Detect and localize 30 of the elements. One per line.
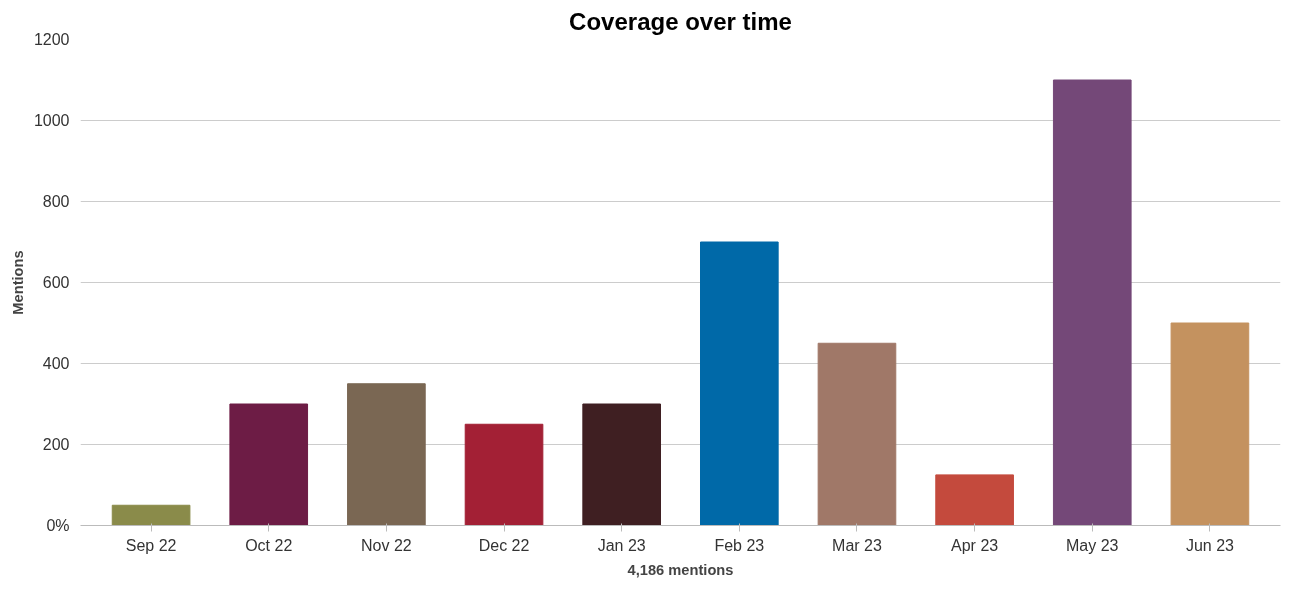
bar: [1170, 322, 1250, 526]
y-tick-label: 0%: [46, 517, 70, 534]
bar: [817, 342, 897, 526]
x-tick-label: Jun 23: [1185, 536, 1235, 554]
bar: [582, 403, 661, 526]
bar: [935, 474, 1014, 526]
bar: [347, 383, 426, 526]
x-axis-title: 4,186 mentions: [627, 561, 734, 578]
chart-title: Coverage over time: [569, 7, 792, 35]
x-tick-label: Apr 23: [951, 536, 999, 554]
bar: [229, 403, 309, 526]
y-tick-label: 1000: [33, 112, 70, 129]
bar: [1052, 79, 1132, 526]
y-tick-label: 600: [42, 274, 70, 291]
x-tick-label: Mar 23: [832, 536, 882, 554]
x-tick-label: May 23: [1066, 536, 1119, 554]
x-tick-label: Jan 23: [597, 536, 646, 554]
x-tick-label: Sep 22: [125, 536, 177, 554]
y-tick-label: 200: [42, 436, 70, 453]
y-tick-label: 800: [42, 193, 70, 210]
bar: [464, 423, 544, 526]
x-tick-label: Feb 23: [714, 536, 765, 554]
x-tick-label: Nov 22: [361, 536, 412, 554]
x-tick-label: Dec 22: [478, 536, 530, 554]
y-tick-label: 400: [42, 355, 70, 372]
y-axis-title: Mentions: [9, 250, 26, 315]
x-tick-label: Oct 22: [245, 536, 293, 554]
bar: [111, 504, 191, 526]
y-tick-label: 1200: [33, 31, 70, 48]
bar: [700, 241, 779, 526]
